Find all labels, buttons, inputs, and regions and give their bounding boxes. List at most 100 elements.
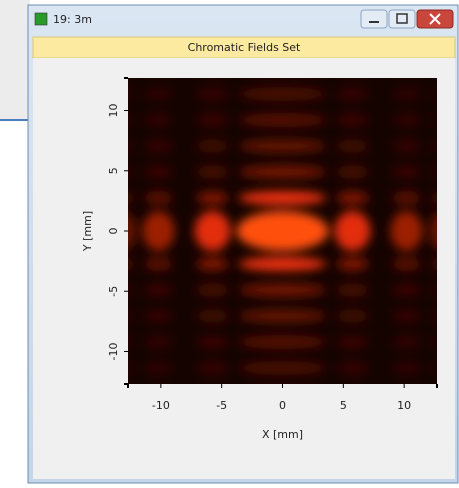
x-axis-label: X [mm] <box>262 428 303 441</box>
maximize-button[interactable] <box>388 9 416 29</box>
heat-blob <box>430 87 437 101</box>
heat-blob <box>392 87 421 101</box>
heat-blob <box>430 165 437 179</box>
heat-blob <box>238 191 327 205</box>
heat-blob <box>392 257 421 271</box>
x-tick-label: 0 <box>279 399 286 412</box>
heat-blob <box>196 191 229 205</box>
heat-blob <box>144 139 173 153</box>
heat-blob <box>128 212 137 250</box>
heat-blob <box>196 283 229 297</box>
heat-blob <box>430 361 437 375</box>
heat-blob <box>392 309 421 323</box>
heat-blob <box>336 139 369 153</box>
heat-blob <box>336 191 369 205</box>
heat-blob <box>238 87 327 101</box>
heat-blob <box>144 309 173 323</box>
heat-blob <box>334 211 371 251</box>
heat-blob <box>336 257 369 271</box>
heatmap <box>128 78 437 384</box>
heat-blob <box>336 165 369 179</box>
x-tick-label: 5 <box>340 399 347 412</box>
heat-blob <box>238 309 327 323</box>
heat-blob <box>336 87 369 101</box>
heat-blob <box>144 113 173 127</box>
y-tick-label: -10 <box>107 342 120 360</box>
heat-blob <box>238 283 327 297</box>
heat-blob <box>196 309 229 323</box>
heat-blob <box>336 361 369 375</box>
heat-blob <box>128 257 135 271</box>
y-tick-label: 0 <box>107 228 120 235</box>
heat-blob <box>392 191 421 205</box>
heat-blob <box>430 113 437 127</box>
close-icon <box>429 13 441 25</box>
heat-blob <box>238 165 327 179</box>
background-window <box>0 0 30 120</box>
heat-blob <box>430 139 437 153</box>
heat-blob <box>144 87 173 101</box>
heat-blob <box>336 335 369 349</box>
heat-blob <box>336 113 369 127</box>
window-icon <box>34 12 48 26</box>
heat-blob <box>430 309 437 323</box>
heat-blob <box>238 335 327 349</box>
heat-blob <box>144 283 173 297</box>
heat-blob <box>144 191 173 205</box>
heat-blob <box>144 335 173 349</box>
heat-blob <box>128 283 135 297</box>
heat-blob <box>128 139 135 153</box>
window-buttons[interactable] <box>360 9 454 29</box>
heat-blob <box>196 335 229 349</box>
heat-blob <box>128 113 135 127</box>
y-axis-label: Y [mm] <box>81 211 94 252</box>
heat-blob <box>128 191 135 205</box>
heat-blob <box>144 361 173 375</box>
y-tick-label: 10 <box>107 104 120 118</box>
heat-blob <box>430 335 437 349</box>
heat-blob <box>238 361 327 375</box>
heat-blob <box>196 113 229 127</box>
heatmap-pattern <box>128 87 437 375</box>
heat-blob <box>128 309 135 323</box>
heat-blob <box>196 257 229 271</box>
window-title: 19: 3m <box>53 13 92 26</box>
x-tick-label: -10 <box>152 399 170 412</box>
heat-blob <box>336 283 369 297</box>
heat-blob <box>430 283 437 297</box>
heat-blob <box>196 361 229 375</box>
heat-blob <box>236 211 329 251</box>
heat-blob <box>128 361 135 375</box>
heat-blob <box>336 309 369 323</box>
y-tick-label: 5 <box>107 167 120 174</box>
maximize-icon <box>396 13 408 24</box>
heat-blob <box>392 283 421 297</box>
heat-blob <box>392 165 421 179</box>
x-tick-label: -5 <box>216 399 227 412</box>
header-title: Chromatic Fields Set <box>188 41 301 54</box>
heat-blob <box>196 139 229 153</box>
heat-blob <box>390 211 423 251</box>
heat-blob <box>196 165 229 179</box>
heat-blob <box>128 335 135 349</box>
heat-blob <box>238 139 327 153</box>
heat-blob <box>144 257 173 271</box>
heat-blob <box>430 257 437 271</box>
heat-blob <box>392 139 421 153</box>
heat-blob <box>428 212 437 250</box>
x-tick-label: 10 <box>397 399 411 412</box>
heat-blob <box>430 191 437 205</box>
heat-blob <box>142 211 175 251</box>
heat-blob <box>144 165 173 179</box>
y-tick-label: -5 <box>107 286 120 297</box>
minimize-button[interactable] <box>360 9 388 29</box>
heat-blob <box>238 257 327 271</box>
heat-blob <box>392 335 421 349</box>
heat-blob <box>128 165 135 179</box>
heat-blob <box>238 113 327 127</box>
heat-blob <box>392 361 421 375</box>
heat-blob <box>392 113 421 127</box>
heat-blob <box>196 87 229 101</box>
heat-blob <box>128 87 135 101</box>
